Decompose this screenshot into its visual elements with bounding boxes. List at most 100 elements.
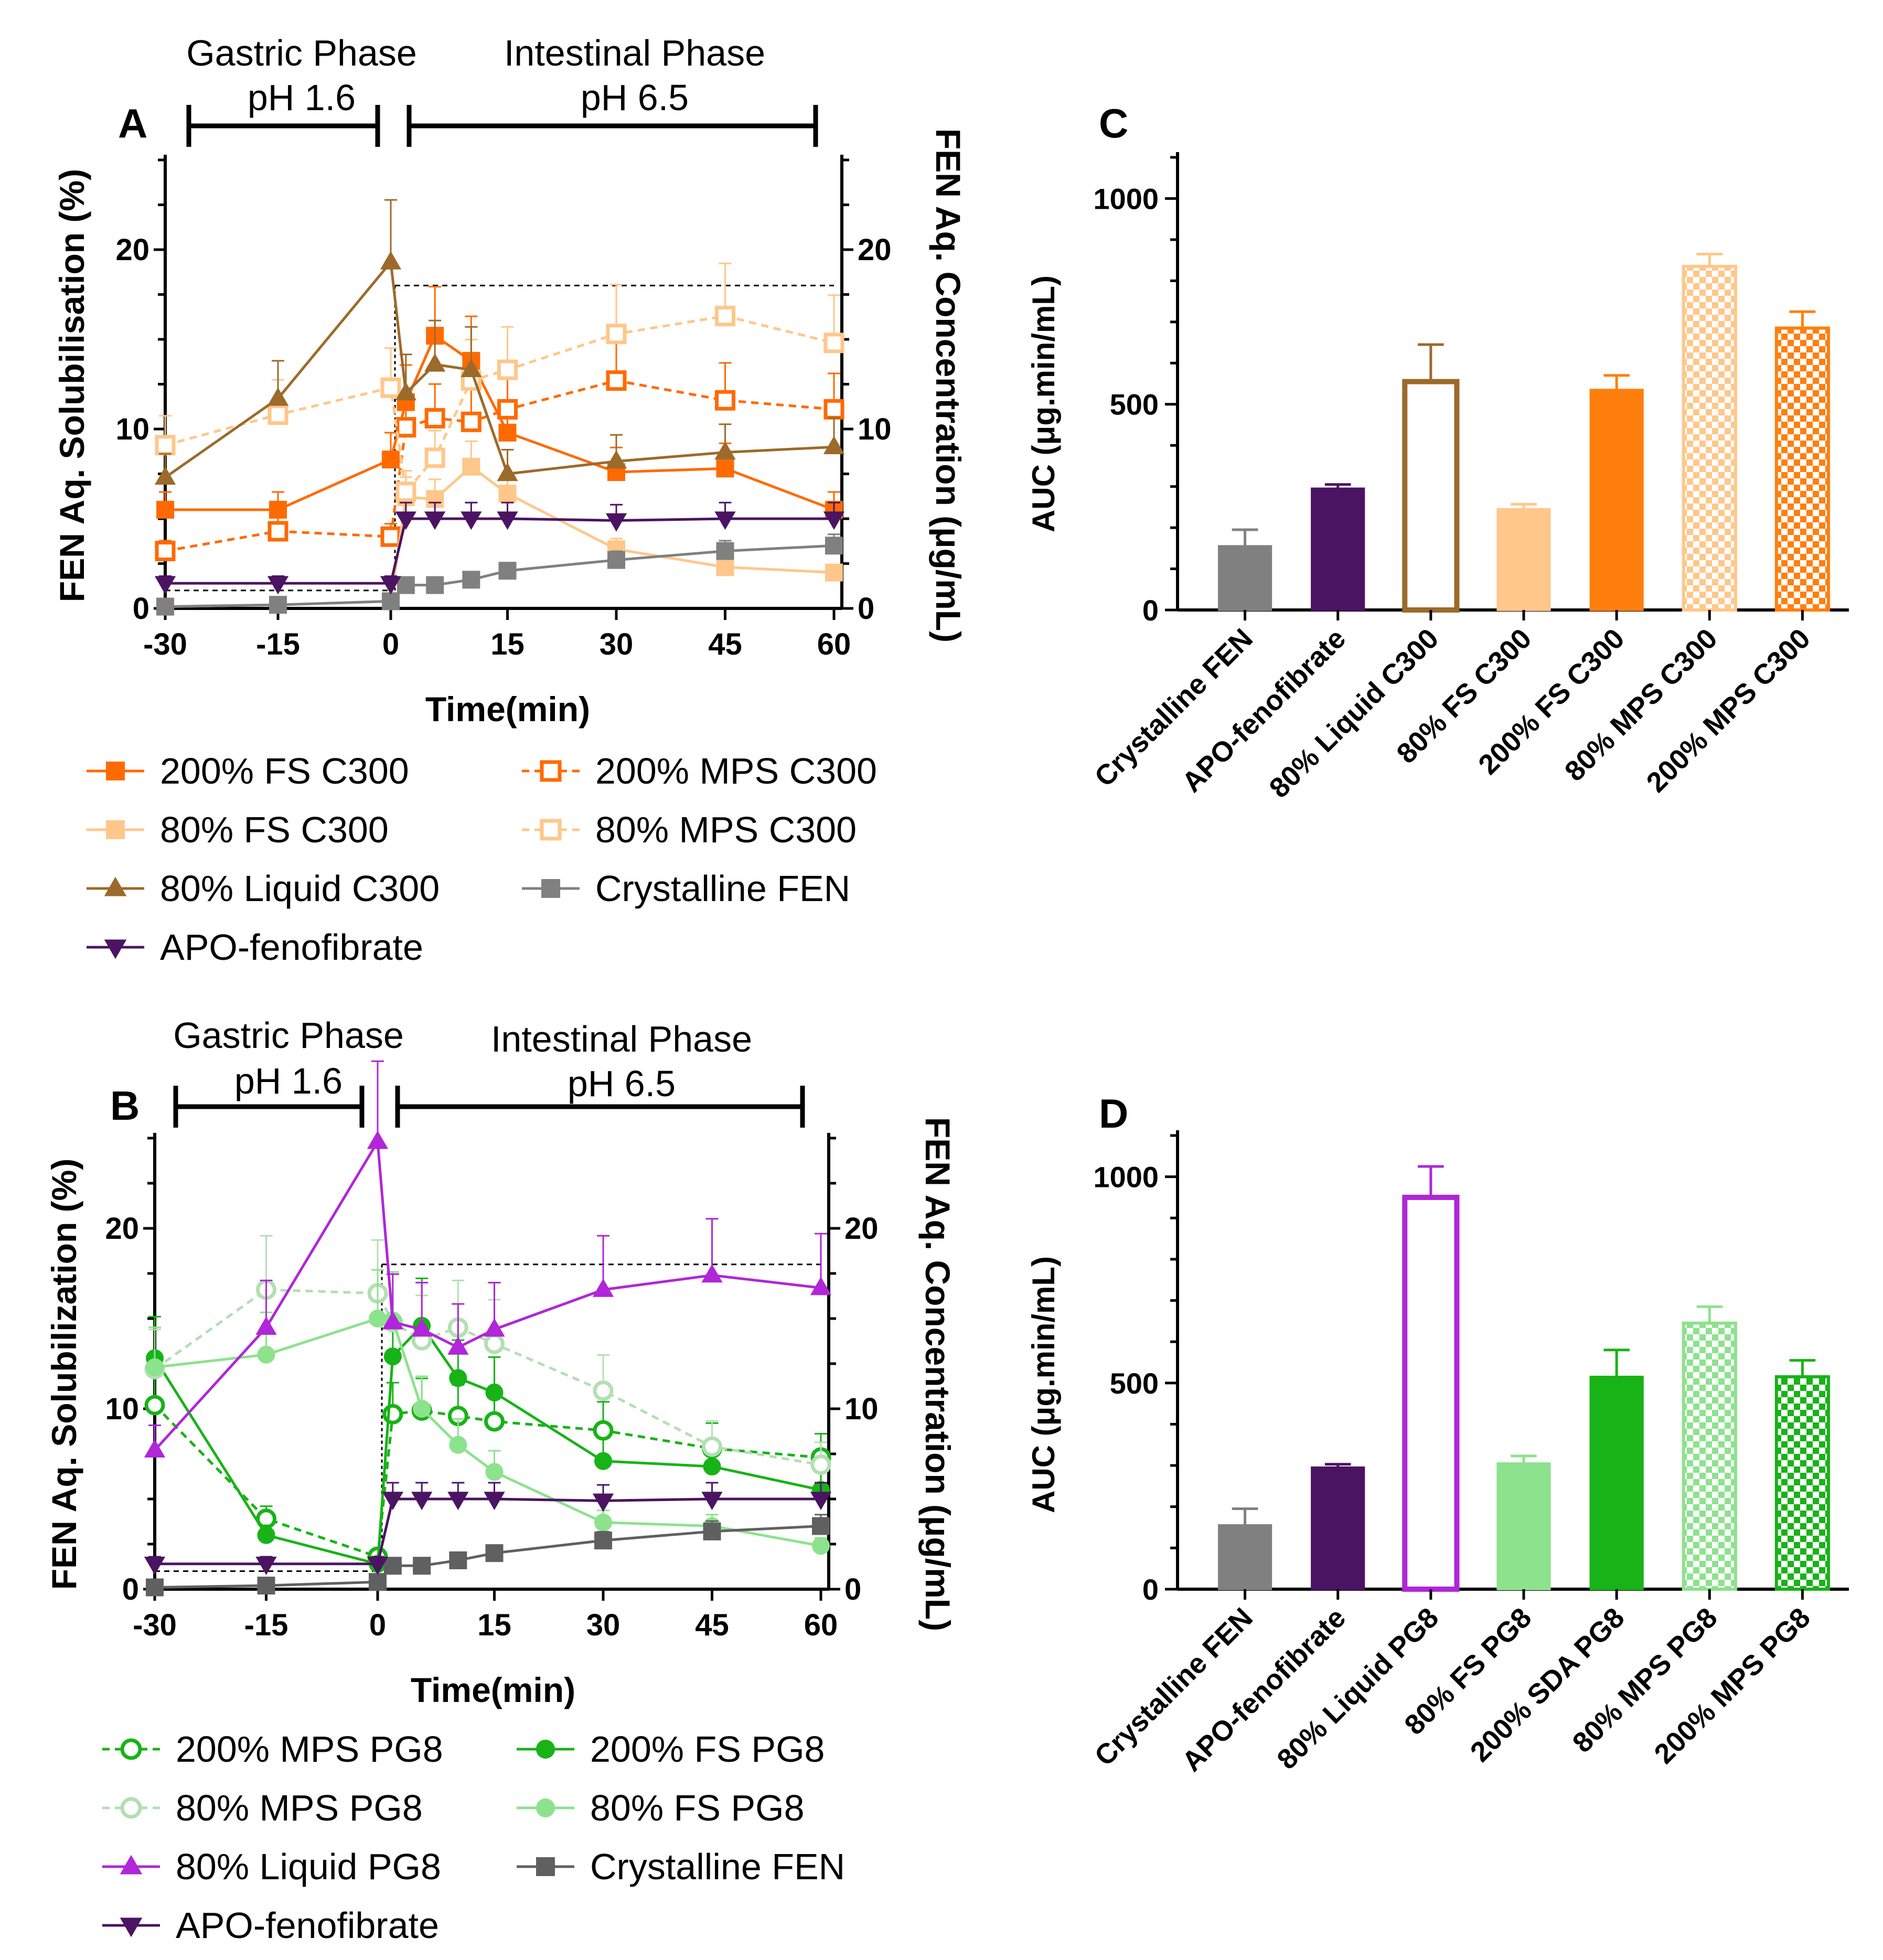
plot-area-c: 0 500 1000 Crystalline FENAPO-fenofibrate80… [1088,152,1849,804]
data-point [369,1573,387,1591]
panel-a-line-chart: A Gastric Phase pH 1.6 Intestinal Phase … [52,33,968,968]
series-80-liquid-c300 [154,199,845,485]
bar-rect [1774,1375,1831,1591]
data-point [257,1526,275,1544]
data-point [462,457,480,476]
data-point [485,1463,504,1481]
data-point [461,411,482,432]
data-point [716,558,734,576]
data-point [380,576,402,595]
x-tick-label: 30 [600,627,634,661]
data-point [257,1345,275,1364]
intestinal-phase-title-b: Intestinal Phase [491,1019,752,1059]
data-point [424,353,446,372]
x-tick-label: -15 [244,1608,288,1642]
gastric-phase-title: Gastric Phase [186,33,417,73]
y2-tick-label: 10 [844,1392,879,1426]
data-point [716,459,734,478]
data-point [497,399,518,420]
y2-axis-label-b: FEN Aq. Concentration (μg/mL) [918,1117,957,1631]
data-point [424,408,445,429]
y-axis-label-a: FEN Aq. Solubilisation (%) [52,169,91,602]
y-tick-label: 500 [1110,1367,1159,1400]
legend-swatch-marker [104,939,127,959]
legend-label: 200% FS C300 [160,751,409,791]
y-axis-label-d: AUC (μg.min/mL) [1026,1256,1061,1513]
data-point [485,1544,504,1562]
legend-swatch-marker [106,762,125,780]
legend-item-200-mps-pg8: 200% MPS PG8 [102,1729,443,1770]
legend-label: APO-fenofibrate [160,927,423,968]
data-point [461,358,482,377]
data-point [498,485,517,503]
data-point [395,511,416,530]
data-point [397,576,415,594]
y-tick-label: 20 [105,1212,139,1246]
plot-area-a: 0 10 20 0 10 20 -30 -15 0 15 30 45 60 [115,155,892,661]
bar-rect [1589,1376,1644,1590]
data-point [498,562,517,580]
legend-item-crystalline-fen: Crystalline FEN [517,1846,845,1887]
data-point [369,1310,387,1327]
data-point [144,1557,166,1576]
data-point [380,251,402,270]
y2-tick-label: 20 [858,233,892,267]
legend-swatch-marker [120,1797,142,1819]
data-point [810,1492,832,1511]
legend-label: 80% MPS PG8 [176,1787,423,1828]
plot-area-b: 0 10 20 0 10 20 -30 -15 0 15 30 45 60 [105,1060,879,1642]
series-80-liquid-pg8 [144,1060,832,1458]
data-point [255,1557,277,1576]
series-80-fs-c300 [156,440,843,616]
x-tick-label: -15 [256,627,300,661]
legend-swatch-marker [120,1918,143,1937]
legend-item-200-mps-c300: 200% MPS C300 [522,751,877,791]
data-point [701,1492,723,1511]
data-point [462,571,480,589]
x-tick-label: -30 [133,1608,177,1642]
data-point [703,1522,721,1540]
bar-crystalline-fen: Crystalline FEN [1088,528,1272,793]
data-point [395,481,416,502]
data-point [144,1395,165,1416]
y-tick-label: 0 [1142,1573,1159,1606]
panel-letter-c: C [1099,100,1128,146]
legend-item-80-liquid-pg8: 80% Liquid PG8 [102,1846,441,1887]
bar-rect [1311,487,1365,611]
data-point [714,441,736,460]
data-point [146,1578,164,1597]
phase-brackets [186,105,818,147]
y-tick-label: 1000 [1093,182,1159,215]
panel-letter-d: D [1099,1090,1128,1137]
legend-swatch-marker [536,1798,555,1817]
legend-label: 200% MPS C300 [595,751,877,791]
bar-rect [1589,389,1644,611]
data-point [484,1333,505,1354]
data-point [484,1492,505,1511]
data-point [714,511,736,530]
bar-rect [1311,1466,1365,1590]
data-point [380,526,401,547]
y2-tick-label: 10 [858,412,892,446]
legend-swatch-marker [540,760,562,782]
data-point [498,423,517,442]
legend-label: 80% Liquid C300 [160,868,440,909]
legend-item-apo-fenofibrate: APO-fenofibrate [87,927,423,968]
data-point [447,1336,469,1355]
data-point [156,500,174,519]
series-line [165,334,834,511]
legend-item-80-mps-pg8: 80% MPS PG8 [102,1787,423,1828]
series-line [154,1317,821,1547]
series-line [165,544,834,608]
series-apo-fenofibrate [144,1482,832,1576]
data-point [367,1130,389,1149]
data-point [605,450,627,469]
panel-c-bar-chart: C 0 500 1000 Crystalline FENAPO-fenofibrate… [1026,100,1849,804]
data-point [383,1557,402,1575]
x-category-label: 200% MPS C300 [1641,623,1816,798]
legend-item-80-fs-pg8: 80% FS PG8 [517,1787,805,1828]
panel-letter-a: A [118,100,147,146]
legend-label: 80% Liquid PG8 [176,1846,441,1887]
data-point [411,1318,433,1337]
legend-item-200-fs-pg8: 200% FS PG8 [517,1729,825,1770]
